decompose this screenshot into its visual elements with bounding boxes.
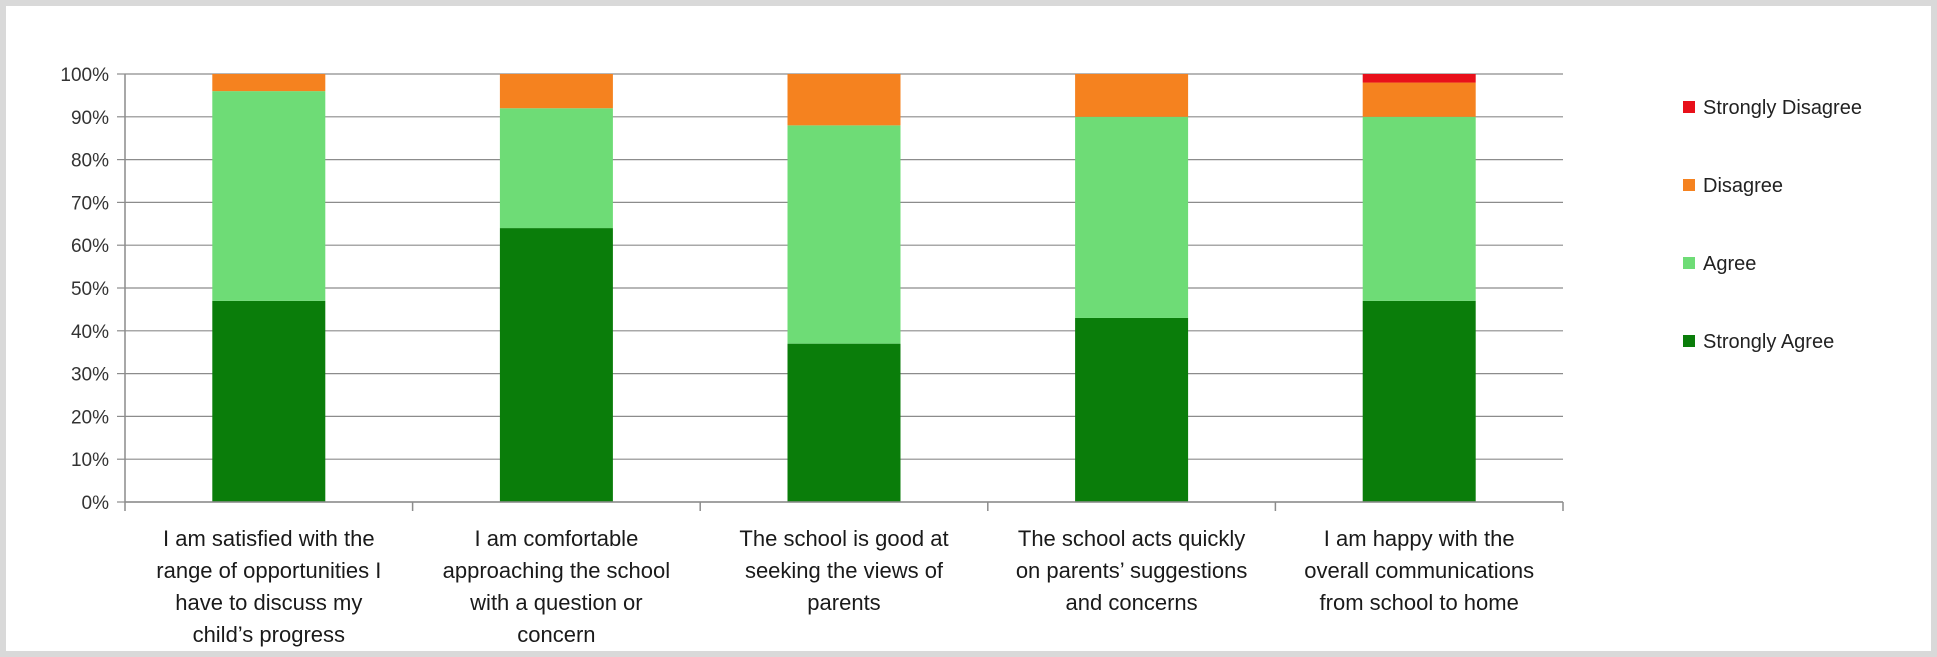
bar-segment-strongly-agree [787,343,901,502]
category-label: The school is good at [739,526,948,551]
category-label: concern [517,622,595,647]
bar-segment-disagree [499,74,613,109]
category-label: on parents’ suggestions [1016,558,1248,583]
bar-segment-agree [1362,116,1476,301]
legend-label: Strongly Agree [1703,331,1834,353]
category-label: parents [807,590,880,615]
bar-segment-agree [1075,116,1189,318]
category-label: with a question or [469,590,642,615]
legend-label: Disagree [1703,175,1783,197]
category-label: seeking the views of [745,558,944,583]
bar-segment-strongly-agree [1362,300,1476,502]
bar-segment-disagree [212,74,326,92]
bar-segment-disagree [1362,82,1476,117]
category-label: The school acts quickly [1018,526,1245,551]
category-label: range of opportunities I [156,558,381,583]
category-label: and concerns [1066,590,1198,615]
bar-segment-agree [212,91,326,301]
y-tick-label: 100% [60,65,109,86]
y-tick-label: 60% [71,236,109,257]
legend-swatch [1683,257,1695,269]
bar-segment-strongly-disagree [1362,74,1476,83]
bar-segment-disagree [1075,74,1189,117]
category-label: I am happy with the [1324,526,1515,551]
y-tick-label: 70% [71,193,109,214]
bar-segment-strongly-agree [1075,317,1189,502]
legend-swatch [1683,335,1695,347]
category-label: approaching the school [443,558,671,583]
y-tick-label: 40% [71,322,109,343]
legend-swatch [1683,101,1695,113]
y-tick-label: 30% [71,365,109,386]
legend-swatch [1683,179,1695,191]
bar-segment-disagree [787,74,901,126]
category-label: have to discuss my [175,590,362,615]
y-tick-label: 80% [71,151,109,172]
y-tick-label: 50% [71,279,109,300]
category-label: child’s progress [193,622,345,647]
legend-label: Strongly Disagree [1703,97,1862,119]
y-tick-label: 20% [71,407,109,428]
legend-label: Agree [1703,253,1756,275]
category-label: overall communications [1304,558,1534,583]
y-tick-label: 0% [82,493,110,514]
category-label: from school to home [1320,590,1519,615]
category-label: I am satisfied with the [163,526,375,551]
bar-segment-strongly-agree [499,228,613,502]
category-label: I am comfortable [474,526,638,551]
bar-segment-agree [787,125,901,344]
bar-segment-strongly-agree [212,300,326,502]
y-tick-label: 10% [71,450,109,471]
y-tick-label: 90% [71,108,109,129]
bar-segment-agree [499,108,613,229]
